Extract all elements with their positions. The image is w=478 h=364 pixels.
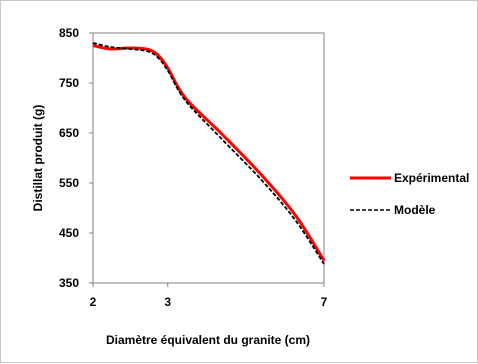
legend-item-modele: Modèle bbox=[350, 203, 436, 217]
x-tick-label: 7 bbox=[321, 295, 328, 309]
legend: Expérimental Modèle bbox=[350, 171, 469, 217]
y-tick-label: 350 bbox=[59, 276, 79, 290]
x-tick-label: 2 bbox=[90, 295, 97, 309]
legend-label-experimental: Expérimental bbox=[394, 171, 469, 185]
legend-label-modele: Modèle bbox=[394, 203, 436, 217]
x-axis: 2 3 7 bbox=[90, 283, 328, 309]
y-axis: 350 450 550 650 750 850 bbox=[59, 26, 93, 290]
y-tick-label: 650 bbox=[59, 126, 79, 140]
y-axis-title: Distillat produit (g) bbox=[31, 105, 45, 212]
x-axis-title: Diamètre équivalent du granite (cm) bbox=[106, 333, 310, 347]
y-tick-label: 850 bbox=[59, 26, 79, 40]
series-lines bbox=[92, 42, 326, 265]
y-tick-label: 750 bbox=[59, 76, 79, 90]
y-tick-label: 450 bbox=[59, 226, 79, 240]
y-tick-label: 550 bbox=[59, 176, 79, 190]
x-tick-label: 3 bbox=[164, 295, 171, 309]
series-line-modele bbox=[92, 42, 325, 265]
legend-item-experimental: Expérimental bbox=[350, 171, 469, 185]
plot-area bbox=[92, 32, 325, 284]
